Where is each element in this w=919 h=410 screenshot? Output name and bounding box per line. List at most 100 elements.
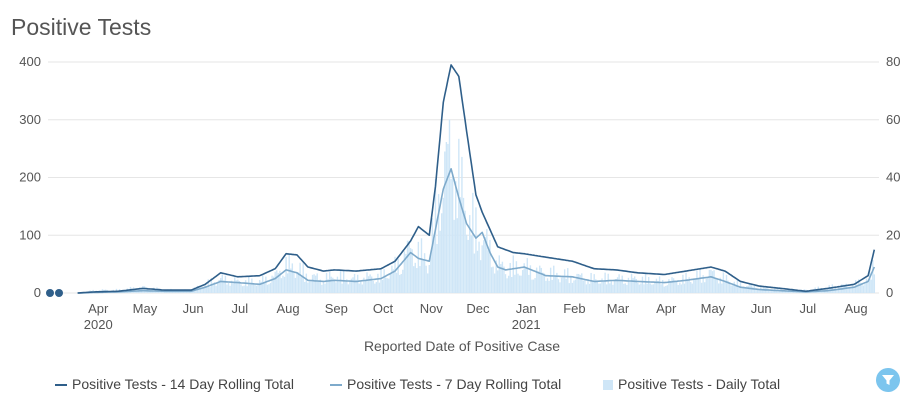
daily-bar [839,287,841,293]
daily-bar [271,275,273,293]
daily-bar [862,285,865,293]
daily-bar [707,277,709,293]
daily-bar [629,281,631,293]
daily-bar [679,282,681,293]
daily-bar [752,286,754,293]
daily-bar [204,284,206,293]
daily-bar [714,278,717,293]
daily-bar [699,268,701,293]
daily-bar [535,267,538,293]
legend-item-7day[interactable]: Positive Tests - 7 Day Rolling Total [330,376,561,392]
daily-bar [704,282,706,293]
daily-bar [423,253,426,293]
daily-bar [599,283,602,293]
x-axis-label: Reported Date of Positive Case [364,338,560,354]
daily-bar [434,179,437,293]
daily-bar [758,289,760,293]
daily-bar [252,284,255,293]
daily-bar [627,277,630,293]
legend-item-14day[interactable]: Positive Tests - 14 Day Rolling Total [55,376,294,392]
legend-item-daily[interactable]: Positive Tests - Daily Total [603,376,780,392]
daily-bar [430,253,432,293]
daily-bar [459,197,462,293]
daily-bar [381,279,384,293]
daily-bar [497,270,499,293]
daily-bar [500,264,502,293]
daily-bar [520,275,522,293]
daily-bar [657,281,659,293]
daily-bar [615,278,617,293]
x-tick-label: Feb [563,301,585,316]
daily-bar [722,272,725,293]
daily-bar [226,284,228,293]
x-tick-label: May [133,301,158,316]
daily-bar [227,282,230,293]
daily-bar [280,278,283,293]
daily-bar [587,279,589,293]
daily-bar [330,276,332,293]
daily-bar [293,272,295,293]
daily-bar [473,253,476,293]
daily-bar [276,270,278,293]
daily-bar [545,280,547,293]
left-tick-label: 100 [19,227,41,242]
daily-bar [718,283,720,293]
daily-bar [568,283,571,293]
daily-bar [199,286,202,293]
daily-bar [356,274,359,293]
daily-bar [436,244,438,293]
daily-bar [455,181,457,293]
daily-bar [444,151,446,293]
daily-bar [377,273,379,293]
x-tick-label: Dec [466,301,490,316]
daily-bar [246,286,248,293]
x-tick-label: Oct [373,301,394,316]
daily-bar [668,279,670,293]
daily-bar [770,290,773,293]
daily-bar [447,143,449,293]
daily-bar [577,273,580,293]
daily-bar [624,283,627,293]
daily-bar [640,283,642,293]
daily-bar [691,283,693,293]
daily-bar [778,290,781,293]
daily-bar [872,260,874,293]
daily-bar [257,283,259,293]
daily-bar [339,269,342,293]
daily-bar [428,264,430,293]
daily-bar [683,283,686,293]
daily-bar [772,290,774,293]
daily-bar [413,266,415,293]
daily-bar [686,280,689,293]
daily-bar [367,276,370,293]
daily-bar [708,269,711,293]
daily-bar [795,291,798,293]
daily-bar [618,274,620,293]
daily-bar [383,269,385,293]
daily-bar [507,275,510,293]
daily-bar [848,286,851,293]
daily-bar [853,287,855,293]
daily-bar [188,291,191,293]
daily-bar [321,284,323,293]
daily-bar [682,274,684,293]
daily-bar [735,284,737,293]
daily-bar [369,274,371,293]
x-tick-year-label: 2021 [512,317,541,332]
daily-bar [613,280,616,293]
right-axis-ticks: 80 60 40 20 0 [886,54,900,300]
daily-bar [559,282,561,293]
filter-button[interactable] [876,368,900,392]
daily-bar [297,272,300,293]
daily-bar [244,280,247,293]
daily-bar [484,237,486,293]
chart-title: Positive Tests [11,14,152,40]
right-tick-label: 60 [886,112,900,127]
daily-bar [445,142,448,293]
daily-bar [688,277,690,293]
x-tick-label: Jul [800,301,817,316]
daily-bar [442,197,444,293]
daily-bar [266,284,269,293]
daily-bar [560,277,563,293]
